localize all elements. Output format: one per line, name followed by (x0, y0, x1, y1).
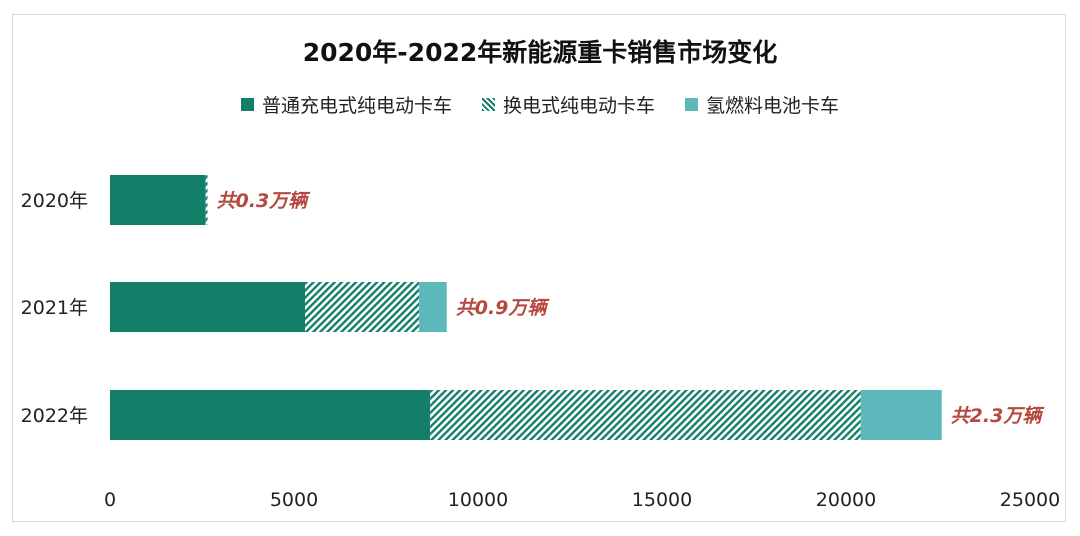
bar-2022年-series-1 (430, 390, 861, 440)
labels-layer: 2020年 共0.3万辆 2021年 共0.9万辆 2022年 共2.3万辆 0 5000 10… (21, 190, 1061, 511)
x-tick-label: 25000 (1000, 489, 1060, 511)
legend-swatch-swap (481, 98, 495, 111)
legend-item-swap: 换电式纯电动卡车 (481, 91, 655, 118)
total-annotation: 共0.9万辆 (456, 297, 551, 319)
bar-2021年-series-1 (305, 282, 420, 332)
x-tick-label: 20000 (816, 489, 876, 511)
x-tick-label: 5000 (270, 489, 318, 511)
x-tick-label: 15000 (632, 489, 692, 511)
bar-2020年-series-1 (205, 175, 208, 225)
bar-2020年-series-0 (110, 175, 206, 225)
bar-2022年-series-2 (860, 390, 942, 440)
legend-label-charging: 普通充电式纯电动卡车 (261, 95, 452, 117)
bar-2022年-series-0 (110, 390, 431, 440)
legend-label-swap: 换电式纯电动卡车 (502, 95, 655, 117)
category-label: 2022年 (21, 405, 88, 427)
legend-swatch-charging (240, 98, 254, 111)
legend-swatch-hydrogen (685, 98, 698, 111)
total-annotation: 共0.3万辆 (217, 190, 312, 212)
legend-label-hydrogen: 氢燃料电池卡车 (706, 95, 840, 117)
legend: 普通充电式纯电动卡车 换电式纯电动卡车 氢燃料电池卡车 (13, 91, 1067, 118)
chart-title: 2020年-2022年新能源重卡销售市场变化 (302, 38, 778, 67)
x-tick-label: 0 (104, 489, 116, 511)
legend-item-hydrogen: 氢燃料电池卡车 (685, 91, 839, 118)
total-annotation: 共2.3万辆 (951, 405, 1046, 427)
bar-2021年-series-0 (110, 282, 306, 332)
legend-item-charging: 普通充电式纯电动卡车 (240, 91, 452, 118)
x-tick-label: 10000 (448, 489, 508, 511)
bar-2021年-series-2 (419, 282, 447, 332)
category-label: 2020年 (21, 190, 88, 212)
bars-layer (110, 175, 942, 440)
category-label: 2021年 (21, 297, 88, 319)
